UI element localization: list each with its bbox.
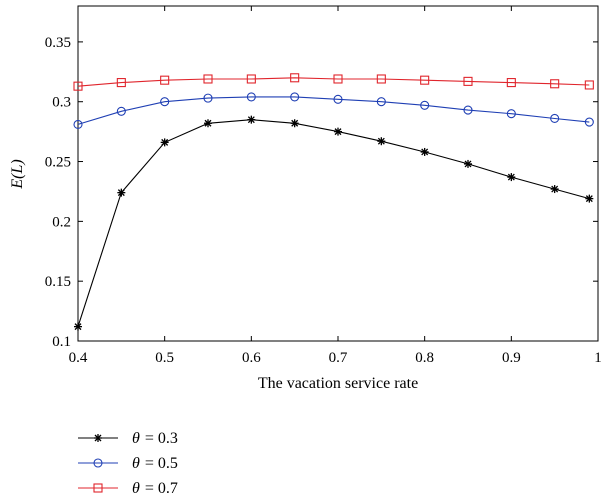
y-axis-label: E(L) bbox=[9, 159, 26, 189]
data-point-stroke bbox=[74, 323, 82, 331]
data-point bbox=[334, 127, 342, 136]
series-layer bbox=[73, 73, 594, 331]
x-tick-label: 1 bbox=[594, 350, 602, 366]
legend-entry: θ = 0.7 bbox=[132, 480, 178, 497]
data-point-stroke bbox=[204, 119, 212, 127]
data-point-stroke bbox=[377, 137, 385, 145]
data-point bbox=[290, 119, 299, 128]
data-point-stroke bbox=[291, 119, 299, 127]
x-tick-label: 0.7 bbox=[329, 350, 348, 366]
data-point bbox=[73, 81, 83, 91]
data-point bbox=[584, 117, 594, 127]
data-point bbox=[376, 74, 386, 84]
data-point bbox=[160, 97, 170, 107]
data-point bbox=[290, 92, 300, 102]
legend-entry: θ = 0.3 bbox=[132, 430, 178, 447]
data-point bbox=[464, 159, 472, 168]
data-point bbox=[550, 79, 560, 89]
data-point-stroke bbox=[585, 195, 593, 203]
data-point-stroke bbox=[551, 185, 559, 193]
series-line-2 bbox=[77, 77, 590, 87]
y-tick-label: 0.35 bbox=[45, 35, 71, 51]
data-point bbox=[204, 119, 212, 128]
data-point bbox=[507, 173, 516, 182]
data-point bbox=[550, 185, 559, 194]
data-point bbox=[160, 75, 170, 85]
x-tick-label: 0.6 bbox=[242, 350, 261, 366]
data-point bbox=[584, 80, 594, 90]
legend-value: = 0.5 bbox=[145, 455, 178, 472]
data-point bbox=[463, 76, 473, 86]
data-point-stroke bbox=[507, 173, 515, 181]
data-point bbox=[203, 74, 213, 84]
data-point bbox=[506, 109, 516, 119]
data-point bbox=[246, 92, 256, 102]
data-point bbox=[506, 78, 516, 88]
legend: θ = 0.3 θ = 0.5 θ = 0.7 bbox=[78, 430, 178, 497]
data-point bbox=[550, 113, 560, 124]
data-point bbox=[74, 322, 82, 331]
legend-value: = 0.3 bbox=[145, 430, 178, 447]
data-point bbox=[116, 106, 126, 116]
legend-symbol: θ bbox=[132, 480, 140, 497]
y-tick-label: 0.15 bbox=[45, 274, 71, 290]
legend-marker bbox=[93, 458, 103, 468]
data-point-stroke bbox=[161, 138, 169, 146]
legend-marker bbox=[94, 434, 102, 442]
plot-frame bbox=[77, 5, 599, 342]
data-point bbox=[117, 188, 126, 197]
data-point bbox=[377, 137, 386, 146]
legend-value: = 0.7 bbox=[145, 480, 178, 497]
series-line-0 bbox=[77, 119, 590, 327]
legend-entry: θ = 0.5 bbox=[132, 455, 178, 472]
legend-symbol: θ bbox=[132, 430, 140, 447]
x-axis-label: The vacation service rate bbox=[258, 375, 418, 392]
x-tick-label: 0.5 bbox=[155, 350, 174, 366]
data-point bbox=[333, 94, 343, 104]
data-point bbox=[420, 75, 430, 85]
data-point-stroke bbox=[421, 148, 429, 156]
y-axis: 0.1 0.15 0.2 0.25 0.3 0.35 bbox=[45, 35, 598, 350]
data-point bbox=[160, 138, 169, 147]
legend-symbol: θ bbox=[132, 455, 140, 472]
data-point bbox=[73, 119, 83, 129]
y-tick-label: 0.2 bbox=[52, 214, 71, 230]
y-tick-label: 0.25 bbox=[45, 155, 71, 171]
data-point bbox=[116, 78, 126, 88]
data-point bbox=[290, 73, 300, 83]
data-point-stroke bbox=[464, 160, 472, 168]
y-tick-label: 0.1 bbox=[52, 334, 71, 350]
x-axis: 0.4 0.5 0.6 0.7 0.8 0.9 1 bbox=[69, 6, 602, 366]
legend-marker-stroke bbox=[94, 434, 102, 442]
data-point-stroke bbox=[117, 189, 125, 197]
data-point-stroke bbox=[247, 116, 255, 124]
data-point bbox=[246, 74, 256, 84]
data-point-stroke bbox=[334, 128, 342, 136]
data-point bbox=[203, 93, 213, 103]
x-tick-label: 0.9 bbox=[502, 350, 521, 366]
data-point bbox=[420, 100, 430, 110]
y-tick-label: 0.3 bbox=[52, 95, 71, 111]
x-tick-label: 0.4 bbox=[69, 350, 88, 366]
legend-marker bbox=[93, 483, 103, 493]
data-point bbox=[247, 115, 256, 124]
series-line-1 bbox=[77, 96, 590, 125]
x-tick-label: 0.8 bbox=[415, 350, 434, 366]
data-point bbox=[333, 74, 343, 84]
data-point bbox=[420, 147, 429, 156]
data-point bbox=[376, 97, 386, 107]
data-point bbox=[585, 194, 594, 203]
data-point bbox=[463, 105, 473, 115]
